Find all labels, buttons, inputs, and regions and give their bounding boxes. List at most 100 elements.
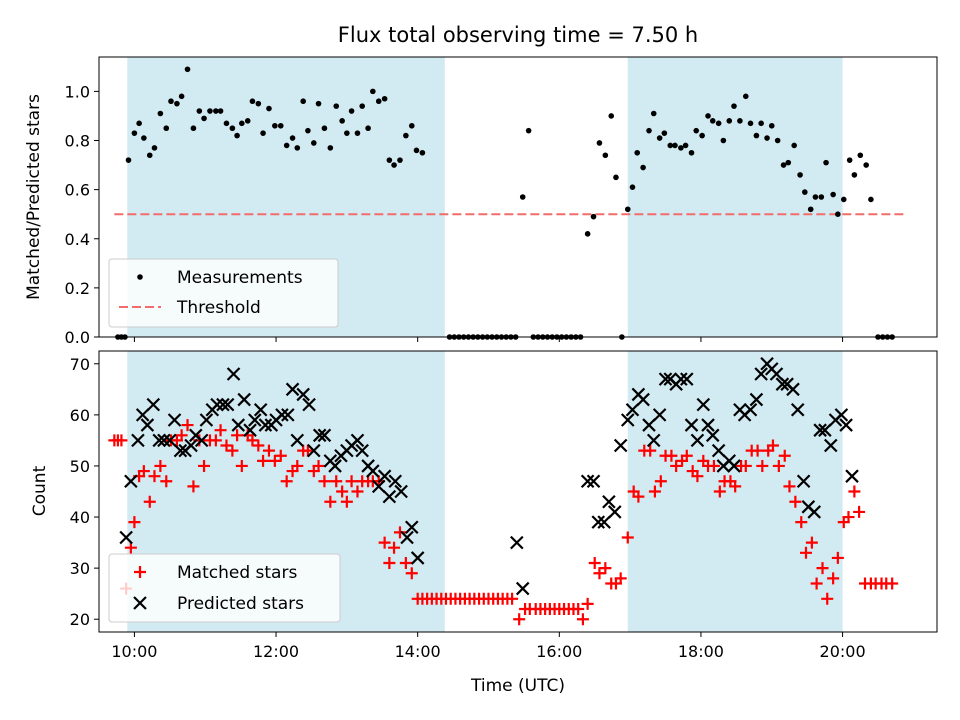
measurement-point xyxy=(321,125,328,132)
matched-star-point xyxy=(691,470,704,483)
bottom-panel: 20 30 40 50 60 70 10:00 12:00 14:00 16:00 18:00 20… xyxy=(30,350,938,696)
measurement-point xyxy=(785,159,792,166)
predicted-star-point xyxy=(410,551,425,565)
matched-star-point xyxy=(816,562,829,575)
measurement-point xyxy=(229,125,236,132)
y-tick-label: 0.0 xyxy=(65,328,90,347)
predicted-star-point xyxy=(775,377,790,391)
measurement-point xyxy=(408,122,415,129)
measurement-point xyxy=(857,152,864,159)
predicted-star-point xyxy=(377,469,392,483)
matched-star-point xyxy=(789,495,802,508)
matched-star-point xyxy=(137,465,150,478)
predicted-star-point xyxy=(226,367,241,381)
predicted-star-point xyxy=(307,443,321,458)
legend-threshold-label: Threshold xyxy=(176,298,261,318)
measurement-point xyxy=(311,140,317,146)
y-tick-label: 0.8 xyxy=(65,132,90,151)
legend-predicted-label: Predicted stars xyxy=(177,594,304,614)
bottom-y-axis-label: Count xyxy=(30,465,50,516)
y-tick-label: 0.2 xyxy=(65,279,90,298)
matched-star-point xyxy=(336,485,349,498)
measurement-point xyxy=(289,135,296,141)
measurement-point xyxy=(830,191,836,198)
matched-star-point xyxy=(707,459,720,472)
measurement-point xyxy=(780,162,787,168)
measurement-point xyxy=(151,145,158,151)
predicted-star-point xyxy=(674,372,688,386)
matched-star-point xyxy=(751,444,764,457)
measurement-point xyxy=(277,122,284,129)
measurement-point xyxy=(403,132,409,139)
bottom-legend-box xyxy=(108,553,341,623)
predicted-star-point xyxy=(199,413,214,427)
measurement-point xyxy=(397,157,403,163)
predicted-star-point xyxy=(786,382,800,397)
matched-star-point xyxy=(175,429,188,442)
matched-star-point xyxy=(226,444,239,457)
predicted-star-point xyxy=(152,433,166,448)
measurement-point xyxy=(223,120,230,127)
matched-star-point xyxy=(614,572,627,585)
measurement-point xyxy=(726,118,733,124)
top-legend: Measurements Threshold xyxy=(108,258,339,328)
measurement-point xyxy=(163,125,170,132)
measurement-point xyxy=(125,157,132,163)
measurement-point xyxy=(370,88,376,95)
measurement-point xyxy=(797,172,803,178)
measurement-point xyxy=(818,194,825,200)
measurement-point xyxy=(720,137,727,144)
predicted-star-point xyxy=(275,408,289,422)
top-panel: 0.0 0.2 0.4 0.6 0.8 1.0 Flux total observing … xyxy=(24,23,938,347)
x-tick-label: 20:00 xyxy=(820,642,866,661)
predicted-star-point xyxy=(140,418,155,432)
matched-star-point xyxy=(778,449,791,462)
y-tick-label: 30 xyxy=(70,559,90,578)
matched-star-point xyxy=(665,449,678,462)
predicted-star-point xyxy=(317,428,332,443)
predicted-star-point xyxy=(220,397,235,412)
matched-star-point xyxy=(827,572,840,585)
measurement-point xyxy=(375,98,382,105)
measurement-point xyxy=(213,108,219,114)
measurement-point xyxy=(699,132,705,139)
measurement-point xyxy=(608,113,615,119)
bottom-axes-frame xyxy=(98,350,938,633)
predicted-star-point xyxy=(696,397,711,412)
measurement-point xyxy=(823,159,829,166)
measurement-point xyxy=(413,147,420,154)
predicted-star-point xyxy=(597,515,611,529)
predicted-star-point xyxy=(285,382,300,397)
chart-title: Flux total observing time = 7.50 h xyxy=(338,23,698,47)
measurement-point xyxy=(629,184,636,190)
y-tick-label: 60 xyxy=(70,406,90,425)
predicted-star-point xyxy=(237,392,251,407)
measurement-point xyxy=(758,120,764,127)
matched-star-point xyxy=(235,459,248,472)
measurement-point xyxy=(249,98,256,105)
matched-star-point xyxy=(513,613,526,626)
matched-star-point xyxy=(848,485,861,498)
predicted-star-point xyxy=(834,408,849,422)
matched-star-point xyxy=(220,439,233,452)
predicted-star-point xyxy=(290,433,305,448)
predicted-star-point xyxy=(216,397,230,412)
predicted-star-point xyxy=(248,413,262,427)
predicted-star-point xyxy=(163,433,177,448)
predicted-star-point xyxy=(613,438,628,453)
measurement-point xyxy=(742,93,749,100)
predicted-star-point xyxy=(146,397,161,412)
predicted-star-point xyxy=(394,484,408,499)
predicted-star-point xyxy=(302,397,316,412)
matched-star-point xyxy=(388,541,401,554)
matched-star-point xyxy=(301,444,314,457)
matched-star-point xyxy=(599,562,612,575)
measurement-point xyxy=(157,110,164,117)
matched-star-point xyxy=(280,475,293,488)
measurement-point xyxy=(525,127,532,134)
measurement-point xyxy=(672,142,678,149)
matched-star-point xyxy=(588,557,601,570)
x-tick-label: 16:00 xyxy=(536,642,582,661)
predicted-star-point xyxy=(388,474,403,489)
